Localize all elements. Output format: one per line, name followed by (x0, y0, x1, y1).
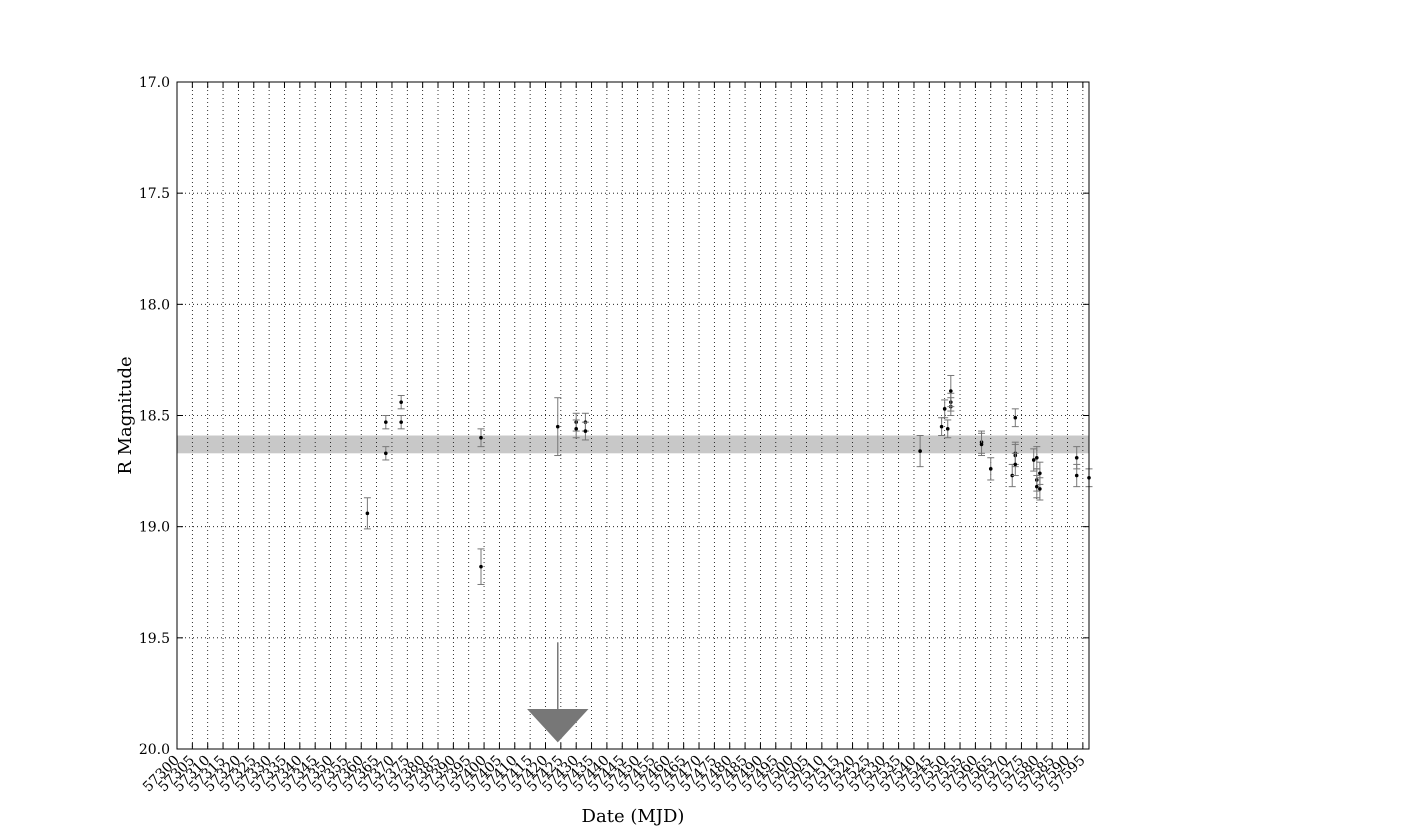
plot-area-frame (176, 81, 1090, 750)
y-tick-label: 19.5 (139, 631, 170, 647)
data-layer (363, 374, 1093, 585)
data-point (399, 420, 403, 424)
data-point (939, 424, 944, 429)
data-point (365, 511, 370, 516)
upper-limit-layer (527, 642, 589, 743)
data-point (583, 429, 588, 433)
y-axis-label: R Magnitude (115, 356, 136, 474)
data-point (1034, 484, 1039, 489)
y-tick-label: 20.0 (139, 742, 170, 758)
x-axis-label: Date (MJD) (582, 806, 685, 827)
data-point (945, 427, 950, 431)
data-point (479, 435, 483, 440)
data-point (384, 420, 388, 424)
data-point (1074, 473, 1079, 478)
data-point (942, 407, 947, 411)
data-point (1031, 458, 1036, 462)
data-point (399, 400, 403, 404)
data-point (1038, 487, 1042, 491)
data-point (479, 564, 483, 569)
data-point (1034, 455, 1039, 460)
data-point (555, 424, 560, 429)
upper-limit-arrow-head (527, 708, 589, 743)
data-point (988, 467, 993, 471)
data-point (1038, 471, 1042, 476)
data-point (918, 449, 922, 453)
label-layer: Date (MJD) R Magnitude (115, 356, 684, 827)
data-point (949, 389, 953, 393)
y-tick-label: 19.0 (139, 520, 170, 536)
data-point (384, 451, 388, 456)
data-point (1074, 455, 1079, 460)
data-point (1013, 415, 1018, 420)
mean-magnitude-band-layer (177, 435, 1089, 454)
y-tick-label: 17.0 (139, 75, 170, 91)
data-point (1013, 462, 1018, 467)
data-point (574, 427, 578, 431)
grid-layer (177, 82, 1089, 749)
mean-magnitude-band (177, 435, 1089, 454)
tick-layer: 17.017.518.018.519.019.520.0573005730557… (139, 75, 1089, 795)
y-tick-label: 17.5 (139, 186, 170, 202)
data-point (979, 442, 984, 447)
y-tick-label: 18.5 (139, 409, 170, 425)
y-tick-label: 18.0 (139, 297, 170, 313)
